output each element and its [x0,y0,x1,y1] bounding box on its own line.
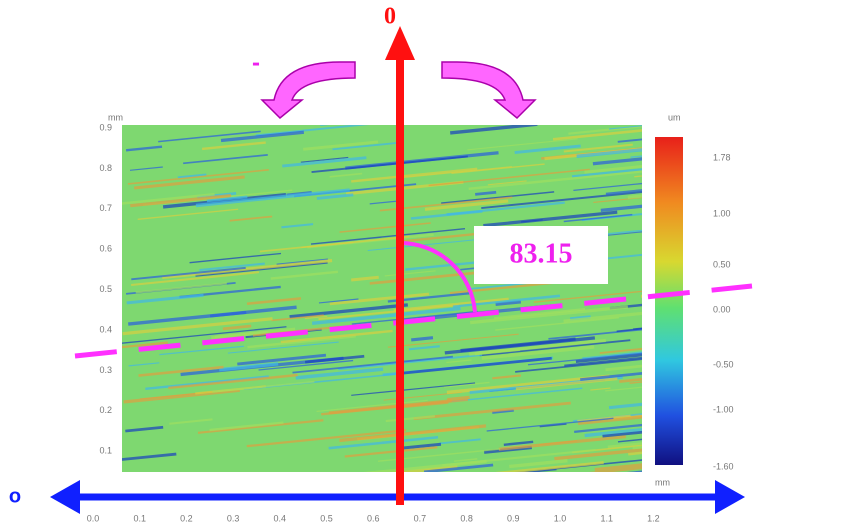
colorbar [655,137,683,465]
streak [546,474,663,486]
colorbar-label: 0.00 [713,304,731,314]
x-tick-label: 1.2 [647,513,660,523]
arrow-head-up [385,26,415,60]
y-unit: mm [108,112,123,122]
y-tick-label: 0.5 [99,284,112,294]
streak [112,114,198,123]
x-tick-label: 0.2 [180,513,193,523]
x-tick-label: 0.4 [274,513,287,523]
streak [320,116,404,124]
x-tick-label: 0.7 [414,513,427,523]
y-tick-label: 0.8 [99,163,112,173]
streak [471,478,523,483]
y-tick-label: 0.2 [99,405,112,415]
y-tick-label: 0.9 [99,122,112,132]
streak [629,372,746,384]
streak [440,115,507,122]
colorbar-label: 1.78 [713,152,731,162]
colorbar-label: -1.00 [713,404,734,414]
left-marker: o [9,485,21,507]
colorbar-label: 0.50 [713,259,731,269]
x-tick-label: 0.1 [133,513,146,523]
colorbar-label: -0.50 [713,359,734,369]
y-tick-label: 0.3 [99,365,112,375]
x-tick-label: 0.3 [227,513,240,523]
page: {"annotations": {"zero_label": "0", "min… [0,0,865,529]
streak [628,440,772,454]
streak [633,316,762,329]
streak [116,482,169,487]
minus-label: - [252,49,260,76]
x-tick-label: 0.6 [367,513,380,523]
streak [631,142,779,157]
colorbar-label: 1.00 [713,208,731,218]
x-tick-label: 1.1 [600,513,613,523]
rotate-right-arrow [442,62,535,118]
figure: mm um mm 0.90.80.70.60.50.40.30.20.10.00… [0,0,865,529]
x-tick-label: 1.0 [554,513,567,523]
streak [264,478,316,483]
streak [607,116,648,120]
angle-label: 83.15 [510,238,573,269]
colorbar-label: -1.60 [713,461,734,471]
x-tick-label: 0.8 [460,513,473,523]
x-tick-label: 0.5 [320,513,333,523]
y-tick-label: 0.6 [99,244,112,254]
streak [411,338,433,340]
y-tick-label: 0.7 [99,203,112,213]
y-tick-label: 0.4 [99,324,112,334]
streak [630,404,756,417]
arrow-head-right [715,480,745,514]
streak [618,425,791,442]
x-tick-label: 0.0 [87,513,100,523]
x-unit: mm [655,477,670,487]
y-tick-label: 0.1 [99,446,112,456]
arrow-head-left [50,480,80,514]
x-tick-label: 0.9 [507,513,520,523]
colorbar-unit: um [668,112,681,122]
streak [628,182,780,197]
streak [609,113,767,129]
streak [267,485,293,488]
streak [634,167,737,177]
zero-label: 0 [384,4,396,30]
streak [547,106,684,120]
rotate-left-arrow [262,62,355,118]
